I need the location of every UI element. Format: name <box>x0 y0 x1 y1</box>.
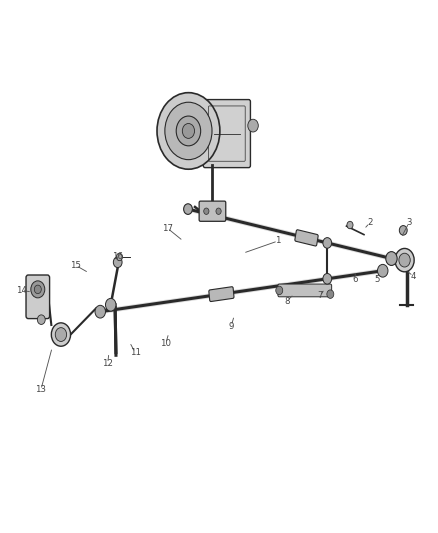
Circle shape <box>157 93 220 169</box>
Text: 17: 17 <box>162 224 173 233</box>
Circle shape <box>55 328 67 342</box>
Circle shape <box>37 315 45 325</box>
Circle shape <box>327 290 334 298</box>
Circle shape <box>347 221 353 229</box>
Text: 16: 16 <box>112 253 123 261</box>
Text: 13: 13 <box>35 385 46 394</box>
Circle shape <box>395 248 414 272</box>
FancyBboxPatch shape <box>209 287 234 302</box>
Circle shape <box>248 119 258 132</box>
Text: 1: 1 <box>275 237 281 246</box>
Circle shape <box>399 253 410 267</box>
Circle shape <box>216 208 221 214</box>
Text: 10: 10 <box>160 339 171 348</box>
Circle shape <box>399 225 407 235</box>
Circle shape <box>182 124 194 139</box>
Circle shape <box>323 238 332 248</box>
Text: 12: 12 <box>102 359 113 368</box>
Circle shape <box>31 281 45 298</box>
Circle shape <box>386 252 397 265</box>
Circle shape <box>95 305 106 318</box>
Text: 4: 4 <box>410 272 416 280</box>
Circle shape <box>176 116 201 146</box>
Circle shape <box>378 264 388 277</box>
FancyBboxPatch shape <box>295 230 318 246</box>
Text: 2: 2 <box>367 219 372 228</box>
FancyBboxPatch shape <box>199 201 226 221</box>
Circle shape <box>276 286 283 295</box>
Circle shape <box>106 298 116 311</box>
Circle shape <box>184 204 192 214</box>
Text: 15: 15 <box>70 261 81 270</box>
Text: 7: 7 <box>318 291 323 300</box>
Circle shape <box>51 323 71 346</box>
Circle shape <box>204 208 209 214</box>
Text: 5: 5 <box>374 274 380 284</box>
Text: 11: 11 <box>130 348 141 357</box>
Circle shape <box>34 285 41 294</box>
Text: 3: 3 <box>406 219 412 228</box>
Text: 14: 14 <box>16 286 27 295</box>
Circle shape <box>113 257 122 268</box>
Circle shape <box>323 273 332 284</box>
FancyBboxPatch shape <box>26 275 49 319</box>
FancyBboxPatch shape <box>278 284 332 297</box>
Circle shape <box>165 102 212 160</box>
Text: 9: 9 <box>229 321 234 330</box>
Text: 6: 6 <box>353 274 358 284</box>
Circle shape <box>117 253 123 261</box>
FancyBboxPatch shape <box>203 100 251 167</box>
Text: 8: 8 <box>284 296 290 305</box>
